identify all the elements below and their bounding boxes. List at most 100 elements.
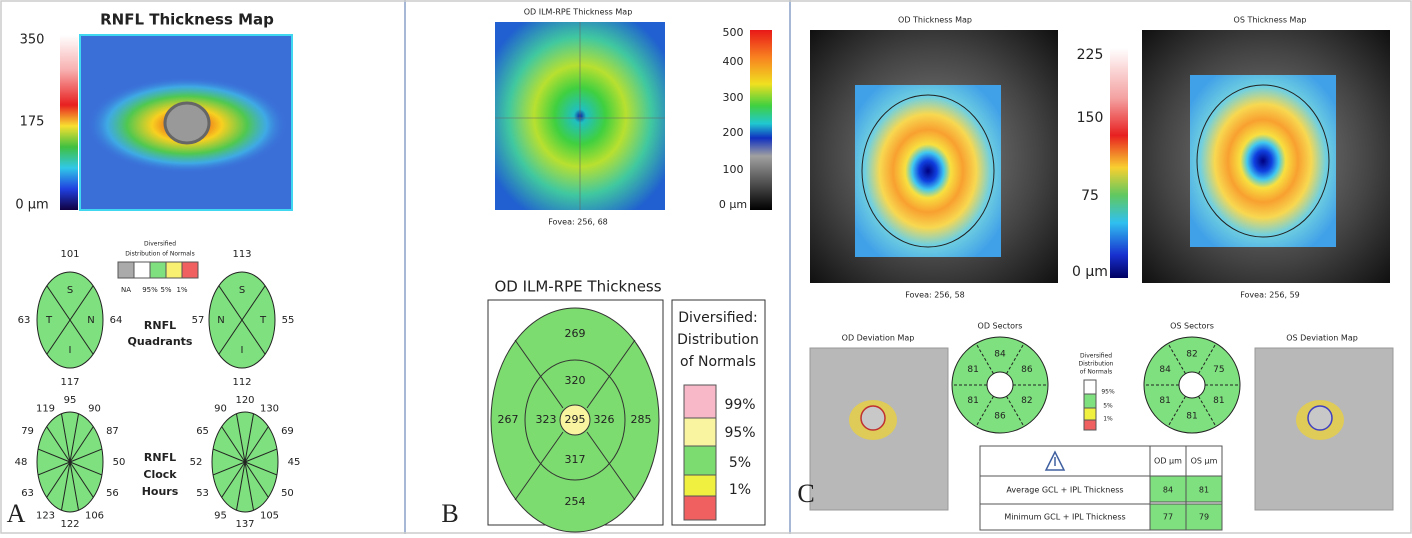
section-label: Quadrants [128,335,193,348]
quadrant-value: 63 [18,315,31,326]
map-title: OD Deviation Map [842,334,915,343]
clock-value: 45 [288,457,301,468]
legend-title: Diversified [144,241,176,248]
map-title: OS Deviation Map [1286,334,1358,343]
clock-value: 52 [190,457,203,468]
clock-value: 130 [260,403,279,414]
map-title: OD Sectors [978,322,1023,331]
legend-label: 5% [160,286,171,294]
legend-label: 5% [729,455,751,471]
map-title: OD ILM-RPE Thickness Map [524,8,633,17]
sector-value: 295 [565,413,586,426]
scale-label: 300 [723,91,744,104]
legend-swatch [118,262,134,278]
panel-label: A [7,499,26,528]
scale-label: 150 [1077,110,1104,126]
quadrant-value: 112 [232,377,251,388]
map-title: OD Thickness Map [898,16,972,25]
sector-value: 81 [967,396,978,406]
sector-value: 326 [594,413,615,426]
clock-value: 122 [60,519,79,530]
clock-value: 95 [214,511,227,522]
clock-value: 95 [64,395,77,406]
clock-value: 123 [36,511,55,522]
clock-value: 120 [235,395,254,406]
sector-value: 82 [1186,350,1197,360]
quadrant-value: 64 [110,315,123,326]
table-header: OS µm [1191,457,1218,466]
optic-disc [165,103,209,143]
legend-label: NA [121,286,131,294]
scale-label: 500 [723,26,744,39]
scale-label: 100 [723,163,744,176]
section-label: RNFL [144,319,176,332]
sector-value: 75 [1213,365,1224,375]
sector-value: 81 [1213,396,1224,406]
sector-value: 84 [1159,365,1171,375]
quadrant-letter: I [69,345,72,356]
map-title: RNFL Thickness Map [100,11,274,29]
legend-swatch [1084,420,1096,430]
clock-value: 63 [21,488,34,499]
clock-value: 48 [15,457,28,468]
legend-swatch [182,262,198,278]
scale-label: 0 µm [1072,264,1108,280]
quadrant-value: 117 [60,377,79,388]
sector-value: 86 [994,412,1006,422]
scale-label: 75 [1081,188,1099,204]
legend-title: Diversified: [678,310,758,326]
clock-value: 90 [214,403,227,414]
scale-label: 0 µm [15,198,48,213]
table-value: 81 [1199,486,1209,495]
section-label: Hours [142,485,179,498]
quadrant-value: 101 [60,249,79,260]
clock-value: 65 [196,426,209,437]
quadrant-letter: N [87,315,94,326]
clock-value: 106 [85,511,104,522]
color-scale [1110,48,1128,278]
fovea-label: Fovea: 256, 58 [905,291,965,300]
legend-swatch [166,262,182,278]
panel-label: B [441,499,458,528]
legend-title: Distribution [677,332,759,348]
sector-value: 254 [565,495,586,508]
clock-value: 119 [36,403,55,414]
legend-swatch [684,446,716,475]
clock-value: 53 [196,488,209,499]
scale-label: 175 [20,115,45,130]
scale-label: 350 [20,33,45,48]
color-scale [60,35,78,210]
thickness-map [1190,75,1336,247]
quadrant-value: 55 [282,315,295,326]
quadrant-letter: N [217,315,224,326]
legend-label: 5% [1103,403,1113,410]
legend-swatch [134,262,150,278]
sector-value: 285 [631,413,652,426]
sector-value: 81 [1186,412,1197,422]
scale-label: 400 [723,55,744,68]
legend-swatch [684,385,716,418]
color-scale [750,30,772,210]
legend-title: of Normals [680,354,756,370]
scale-label: 0 µm [719,198,747,211]
clock-value: 50 [281,488,294,499]
table-value: 79 [1199,513,1209,522]
legend-swatch [1084,380,1096,394]
sector-center [987,372,1013,398]
legend-label: 1% [176,286,187,294]
sector-center [1179,372,1205,398]
clock-value: 69 [281,426,294,437]
legend-swatch [684,496,716,520]
fovea-ring [861,406,885,430]
page: {"panel_a": {"label": "A", "map_title": … [0,0,1412,534]
quadrant-value: 57 [192,315,205,326]
sector-value: 81 [967,365,978,375]
sector-value: 81 [1159,396,1170,406]
quadrant-letter: S [67,285,73,296]
quadrant-value: 113 [232,249,251,260]
clock-value: 56 [106,488,119,499]
legend-label: 95% [142,286,158,294]
legend-swatch [150,262,166,278]
clock-value: 87 [106,426,119,437]
sector-value: 267 [498,413,519,426]
